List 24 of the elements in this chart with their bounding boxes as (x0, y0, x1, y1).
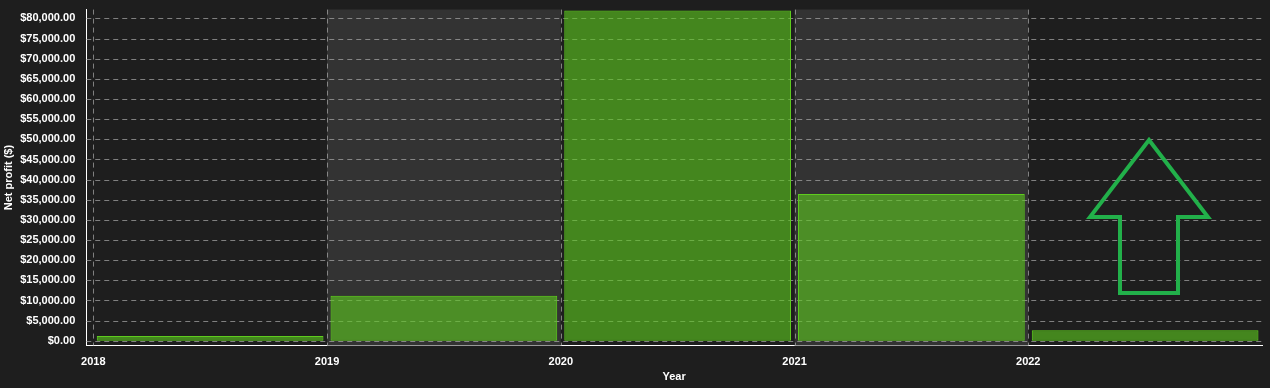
x-tick-label: 2018 (81, 355, 106, 368)
y-tick-label: $10,000.00 (20, 293, 76, 306)
y-tick-label: $60,000.00 (20, 92, 76, 105)
y-tick-label: $75,000.00 (20, 31, 76, 44)
x-axis-title: Year (662, 370, 687, 383)
y-tick-label: $35,000.00 (20, 192, 76, 205)
y-tick-label: $40,000.00 (20, 172, 76, 185)
y-tick-label: $20,000.00 (20, 253, 76, 266)
y-tick-label: $55,000.00 (20, 112, 76, 125)
x-tick-label: 2021 (782, 355, 807, 368)
y-tick-label: $5,000.00 (26, 313, 76, 326)
y-axis-title: Net profit ($) (1, 144, 14, 211)
y-tick-label: $30,000.00 (20, 212, 76, 225)
x-tick-label: 2022 (1016, 355, 1041, 368)
x-tick-label: 2019 (314, 355, 340, 368)
y-tick-label: $25,000.00 (20, 233, 76, 246)
y-tick-label: $80,000.00 (20, 11, 76, 24)
y-tick-label: $0.00 (47, 333, 76, 346)
y-tick-label: $50,000.00 (20, 132, 76, 145)
x-tick-label: 2020 (548, 355, 573, 368)
y-tick-label: $15,000.00 (20, 273, 76, 286)
y-tick-label: $65,000.00 (20, 71, 76, 84)
y-tick-label: $45,000.00 (20, 152, 76, 165)
y-tick-label: $70,000.00 (20, 51, 76, 64)
